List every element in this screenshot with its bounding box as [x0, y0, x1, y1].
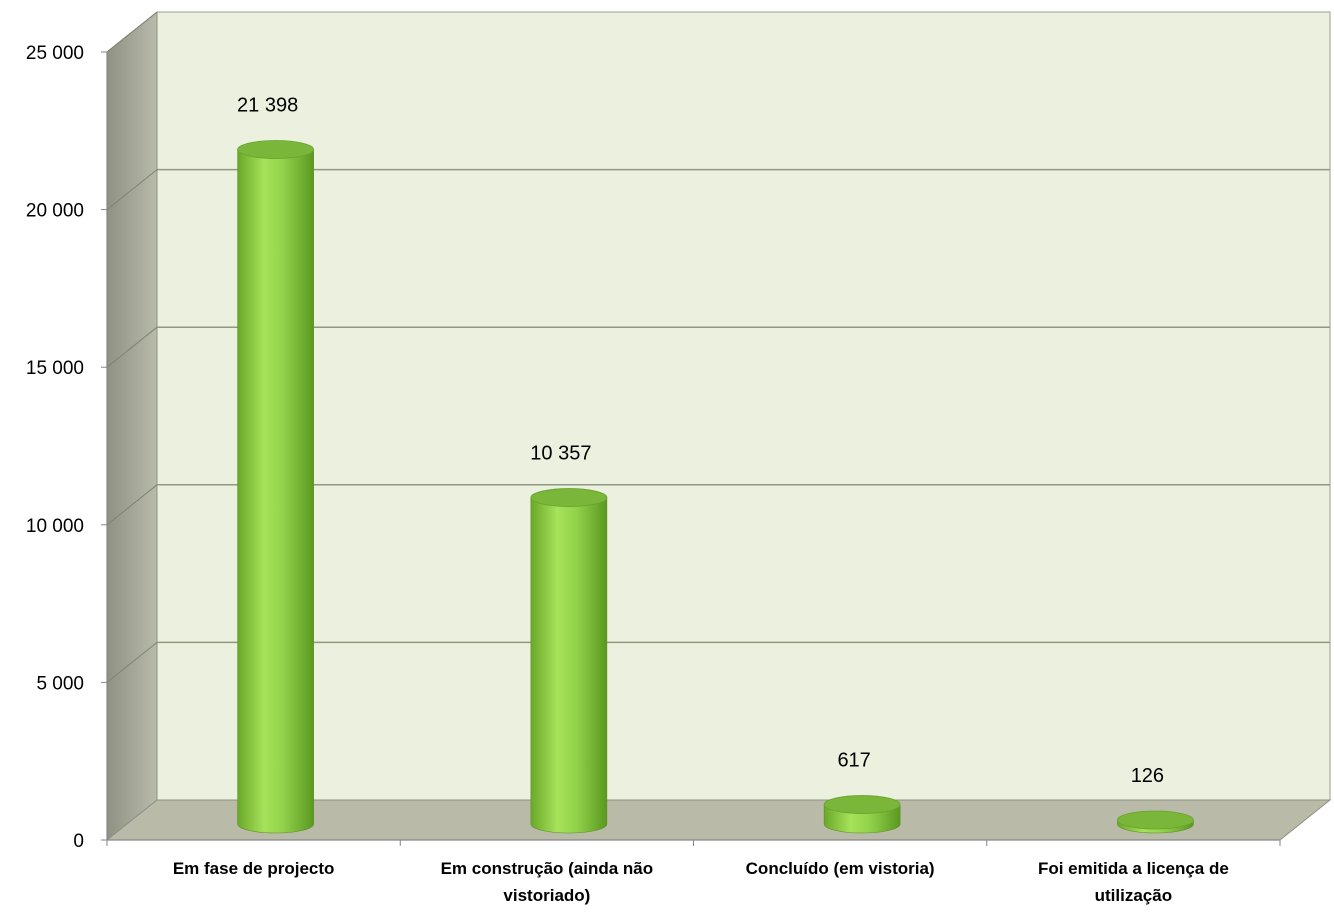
gridline-side — [106, 169, 158, 210]
x-tick-label: Em fase de projecto — [173, 859, 335, 878]
back-wall — [156, 11, 1331, 801]
gridline-side — [106, 326, 158, 368]
data-label: 10 357 — [530, 443, 591, 465]
y-tick-label: 15 000 — [26, 358, 84, 379]
bar-top — [530, 488, 608, 507]
bar — [1116, 810, 1194, 834]
bar — [823, 795, 901, 834]
y-tick-label: 25 000 — [26, 43, 84, 64]
bar-body — [530, 497, 608, 834]
x-tick-label: vistoriado) — [503, 886, 590, 905]
y-tick-label: 10 000 — [26, 516, 84, 537]
gridline-side — [106, 642, 158, 683]
gridline-side — [106, 11, 158, 53]
data-label: 617 — [837, 750, 870, 772]
data-label: 21 398 — [237, 95, 298, 117]
bar-body — [237, 149, 314, 834]
bar-top — [823, 795, 901, 814]
bar — [530, 488, 608, 834]
side-wall — [106, 10, 158, 842]
data-label: 126 — [1131, 765, 1164, 787]
gridline-side — [106, 484, 158, 526]
x-tick-label: utilização — [1095, 886, 1172, 905]
x-tick-label: Concluído (em vistoria) — [746, 859, 935, 878]
x-tick-label: Em construção (ainda não — [441, 859, 654, 878]
y-tick-label: 5 000 — [36, 673, 84, 694]
bar-top — [237, 140, 315, 159]
bar — [237, 140, 315, 834]
y-tick-label: 0 — [73, 831, 84, 852]
x-tick-label: Foi emitida a licença de — [1038, 859, 1229, 878]
bar-top — [1116, 810, 1194, 830]
y-tick-label: 20 000 — [26, 201, 84, 222]
